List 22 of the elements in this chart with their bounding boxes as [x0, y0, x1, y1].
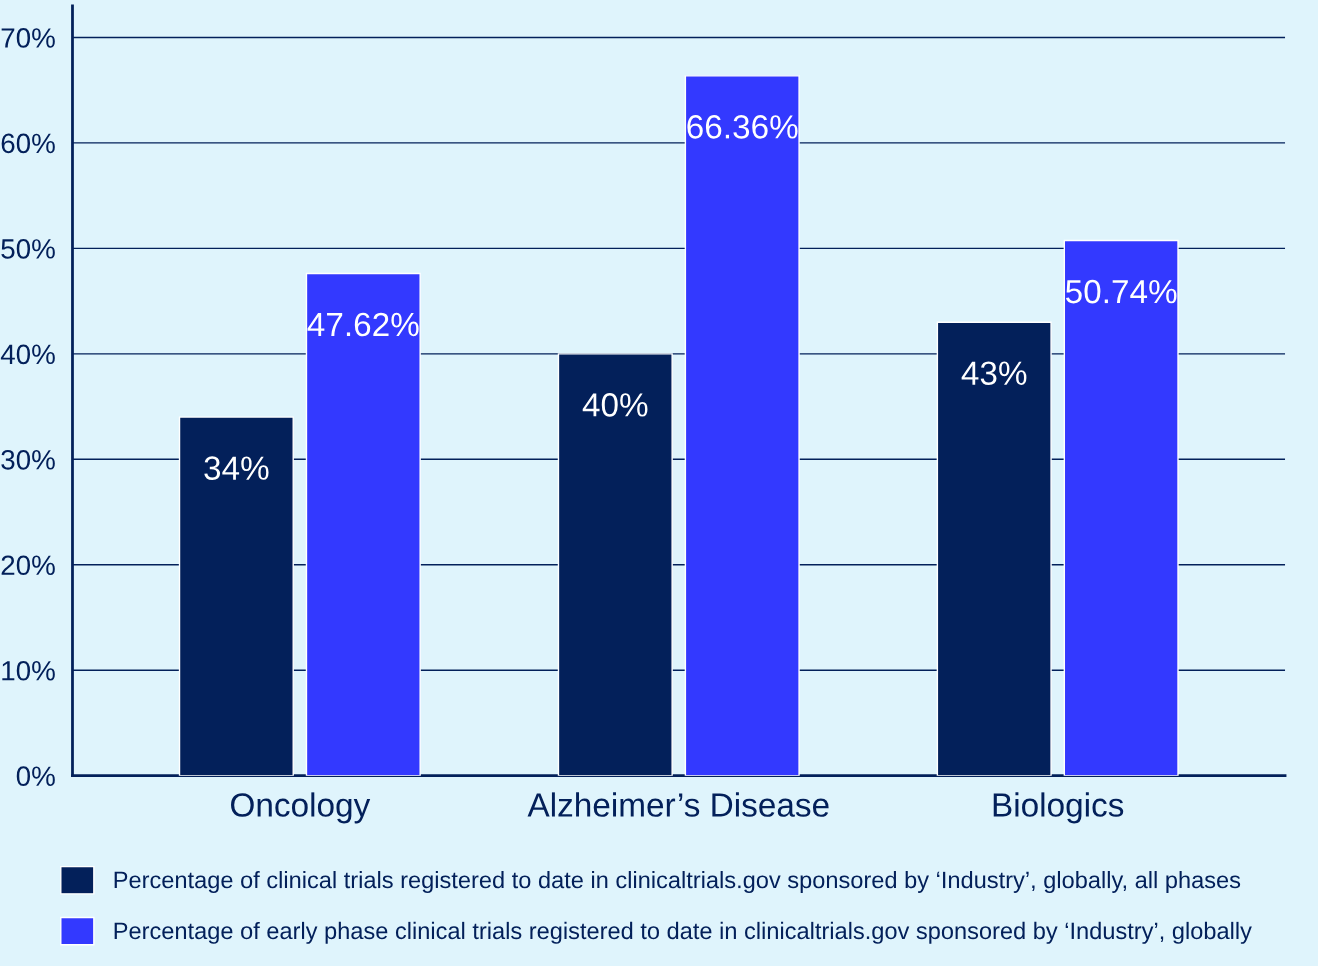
data-label: 66.36%	[687, 115, 798, 139]
legend-label: Percentage of clinical trials registered to date in clinicaltrials.gov sponsored by ‘Industry’, globally, all phases	[114, 870, 1241, 893]
y-tick-label: 60%	[1, 133, 55, 154]
data-label: 43%	[961, 361, 1027, 386]
x-tick-label: Oncology	[231, 792, 371, 824]
bar	[305, 272, 421, 776]
x-tick-label: Alzheimer’s Disease	[527, 792, 829, 817]
y-tick-label: 10%	[2, 660, 55, 681]
data-label: 47.62%	[307, 312, 419, 337]
y-tick-label: 30%	[1, 449, 55, 470]
legend-label: Percentage of early phase clinical trials registered to date in clinicaltrials.gov sponsored by ‘Industry’, globally	[114, 921, 1252, 944]
x-tick-label: Biologics	[993, 792, 1124, 824]
y-tick-label: 20%	[1, 555, 55, 576]
y-tick-label: 70%	[1, 28, 55, 48]
data-label: 50.74%	[1065, 279, 1177, 304]
bar	[684, 75, 800, 776]
bar	[1063, 239, 1179, 776]
y-tick-label: 0%	[16, 766, 55, 787]
data-label: 40%	[582, 393, 648, 417]
data-label: 34%	[204, 456, 269, 480]
y-tick-label: 50%	[1, 239, 55, 259]
y-tick-label: 40%	[0, 344, 55, 365]
